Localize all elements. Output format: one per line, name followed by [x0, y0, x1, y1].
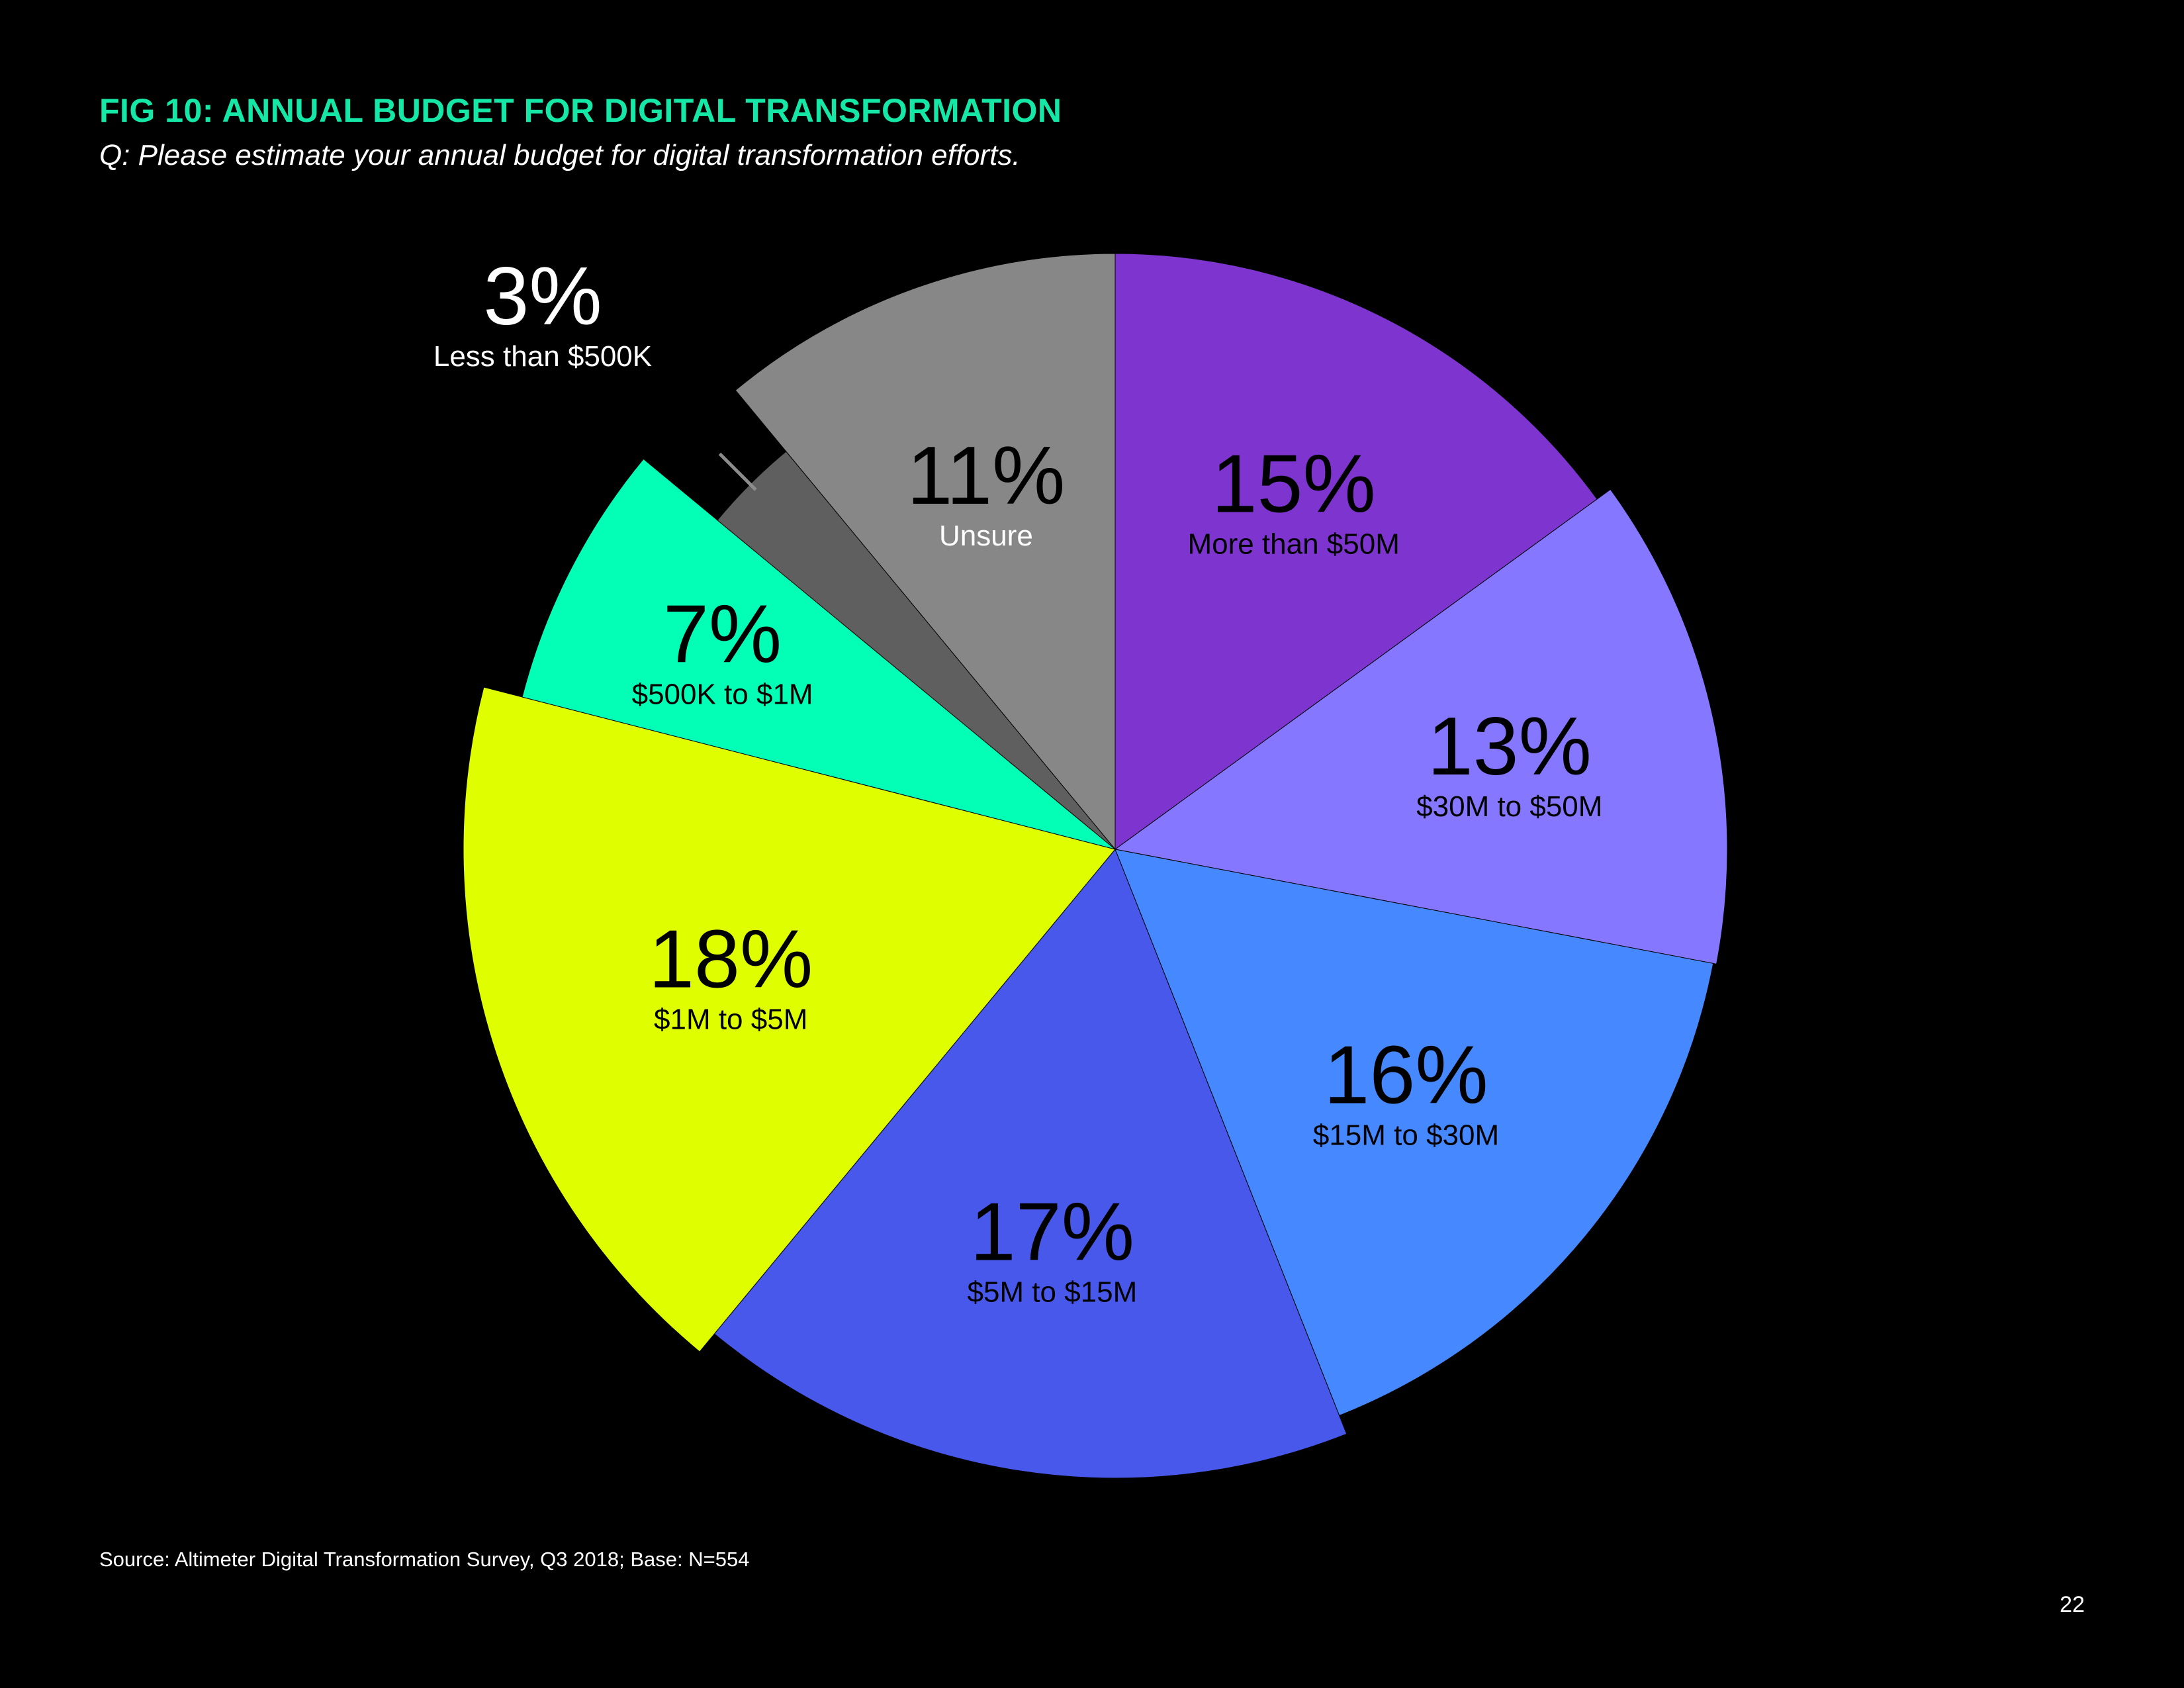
pie-slice-1m-to-5m — [463, 686, 1116, 1352]
pie-label-percent-15m-to-30m: 16% — [1324, 1030, 1488, 1121]
pie-label-category-30m-to-50m: $30M to $50M — [1416, 790, 1602, 823]
pie-labels: 15%More than $50M 13%$30M to $50M 16%$15M … — [433, 251, 1603, 1309]
source-note: Source: Altimeter Digital Transformation… — [99, 1548, 750, 1571]
pie-label-category-unsure: Unsure — [939, 520, 1033, 552]
pie-label-percent-unsure: 11% — [907, 430, 1065, 522]
pie-slice-15m-to-30m — [1115, 849, 1714, 1417]
page-number: 22 — [2060, 1592, 2085, 1617]
leader-line-less-than-500k — [718, 452, 757, 491]
pie-slice-more-than-50m — [1115, 253, 1598, 850]
pie-slice-500k-to-1m — [522, 458, 1116, 850]
pie-label-category-500k-to-1m: $500K to $1M — [632, 679, 813, 711]
pie-slice-unsure — [735, 253, 1116, 851]
pie-label-percent-5m-to-15m: 17% — [970, 1187, 1134, 1278]
chart-title: FIG 10: ANNUAL BUDGET FOR DIGITAL TRANSF… — [99, 92, 1062, 129]
chart-subtitle: Q: Please estimate your annual budget fo… — [99, 139, 1021, 171]
pie-label-percent-30m-to-50m: 13% — [1428, 701, 1592, 792]
pie-label-percent-less-than-500k: 3% — [483, 251, 602, 342]
pie-label-percent-more-than-50m: 15% — [1212, 439, 1376, 530]
pie-label-percent-500k-to-1m: 7% — [663, 589, 782, 680]
pie-slice-5m-to-15m — [713, 849, 1347, 1479]
pie-label-category-more-than-50m: More than $50M — [1187, 528, 1399, 561]
pie-slices — [463, 253, 1728, 1479]
pie-label-category-5m-to-15m: $5M to $15M — [967, 1276, 1137, 1309]
pie-label-percent-1m-to-5m: 18% — [649, 914, 813, 1006]
pie-label-category-1m-to-5m: $1M to $5M — [654, 1004, 807, 1036]
pie-label-category-15m-to-30m: $15M to $30M — [1313, 1119, 1499, 1152]
pie-slice-30m-to-50m — [1114, 489, 1728, 964]
pie-label-category-less-than-500k: Less than $500K — [433, 340, 652, 373]
